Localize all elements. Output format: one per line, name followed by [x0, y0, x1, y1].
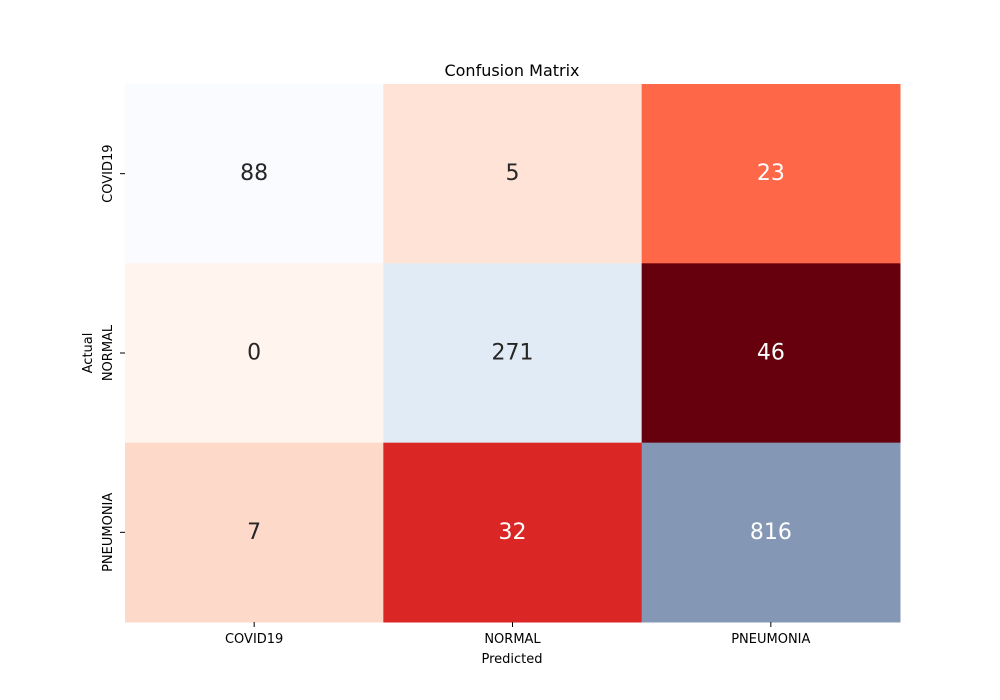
x-tick-label: COVID19	[225, 632, 283, 647]
heatmap-cell-r0-c1	[383, 84, 643, 264]
heatmap-cell-r2-c1	[383, 442, 643, 623]
y-tick-label: COVID19	[101, 144, 116, 202]
cell-value-r1-c1: 271	[492, 341, 534, 366]
x-axis-ticks: COVID19 NORMAL PNEUMONIA	[225, 622, 811, 647]
heatmap-cell-r0-c0	[125, 84, 384, 264]
y-axis-ticks: COVID19 NORMAL PNEUMONIA	[101, 144, 125, 572]
x-axis-label: Predicted	[481, 652, 542, 667]
cell-value-r2-c0: 7	[247, 520, 261, 545]
y-tick-label: NORMAL	[101, 324, 116, 381]
heatmap-cell-r1-c2	[641, 263, 901, 444]
chart-title: Confusion Matrix	[444, 61, 579, 80]
cell-value-r1-c0: 0	[247, 341, 261, 366]
x-tick-label: NORMAL	[484, 632, 541, 647]
cell-value-r0-c0: 88	[240, 161, 268, 186]
y-tick-label: PNEUMONIA	[101, 493, 116, 572]
x-tick-label: PNEUMONIA	[731, 632, 810, 647]
cell-value-r0-c1: 5	[506, 161, 520, 186]
heatmap-cell-r2-c0	[125, 442, 384, 623]
heatmap-cell-r1-c1	[383, 263, 643, 444]
heatmap-cell-r1-c0	[125, 263, 384, 444]
cell-value-r1-c2: 46	[757, 341, 785, 366]
heatmap-cells	[125, 84, 901, 623]
cell-value-r0-c2: 23	[757, 161, 785, 186]
heatmap-cell-labels: 88 5 23 0 271 46 7 32 816	[240, 161, 792, 545]
heatmap-cell-r0-c2	[641, 84, 901, 264]
cell-value-r2-c2: 816	[750, 520, 792, 545]
heatmap-cell-r2-c2	[641, 442, 901, 623]
y-axis-label: Actual	[81, 333, 96, 374]
cell-value-r2-c1: 32	[499, 520, 527, 545]
